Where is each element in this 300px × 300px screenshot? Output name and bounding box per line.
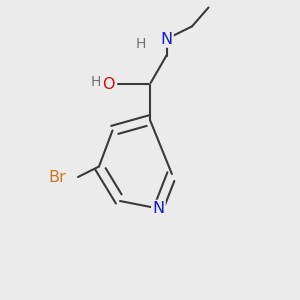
Text: H: H: [90, 76, 100, 89]
Text: N: N: [160, 32, 172, 46]
Text: H: H: [135, 37, 146, 50]
Text: N: N: [152, 201, 164, 216]
Text: O: O: [102, 77, 114, 92]
Text: Br: Br: [48, 169, 66, 184]
